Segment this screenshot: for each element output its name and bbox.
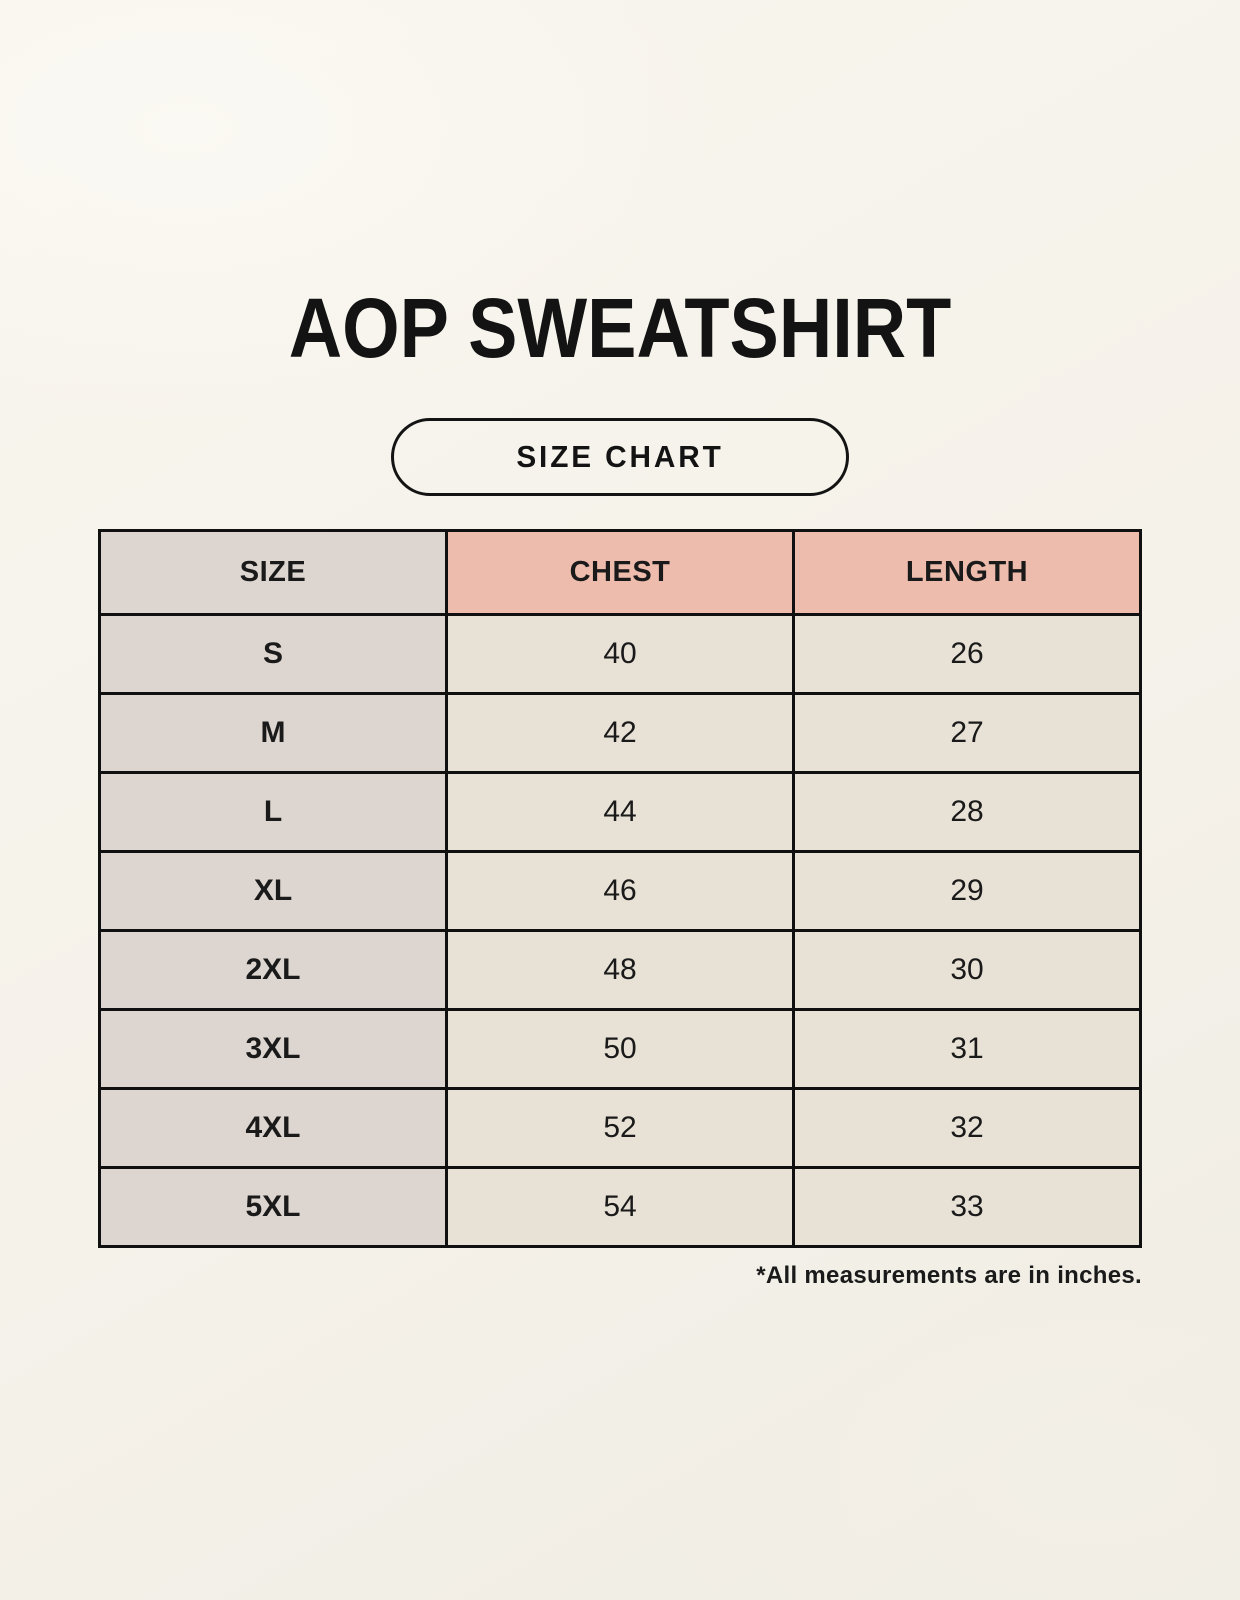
column-header-chest: CHEST [445, 529, 795, 616]
chest-value-cell: 54 [445, 1166, 795, 1248]
size-label-cell: 5XL [98, 1166, 448, 1248]
size-table-body: S 40 26 M 42 27 L 44 28 XL 46 29 2XL 48 30 3XL 50 31 4XL 52… [98, 613, 1142, 1248]
chest-value-cell: 48 [445, 929, 795, 1011]
table-row: 3XL 50 31 [98, 1008, 1142, 1090]
table-row: M 42 27 [98, 692, 1142, 774]
size-table-container: SIZE CHEST LENGTH S 40 26 M 42 27 L 44 28 XL 46 29 2… [98, 529, 1142, 1290]
table-row: 4XL 52 32 [98, 1087, 1142, 1169]
length-value-cell: 26 [792, 613, 1142, 695]
size-label-cell: 3XL [98, 1008, 448, 1090]
length-value-cell: 27 [792, 692, 1142, 774]
page-title: AOP SWEATSHIRT [288, 281, 952, 375]
size-chart-badge-label: SIZE CHART [516, 439, 724, 474]
size-chart-badge: SIZE CHART [391, 418, 849, 496]
size-table: SIZE CHEST LENGTH S 40 26 M 42 27 L 44 28 XL 46 29 2… [98, 529, 1142, 1248]
length-value-cell: 29 [792, 850, 1142, 932]
length-value-cell: 31 [792, 1008, 1142, 1090]
chest-value-cell: 42 [445, 692, 795, 774]
chest-value-cell: 40 [445, 613, 795, 695]
size-label-cell: L [98, 771, 448, 853]
size-label-cell: XL [98, 850, 448, 932]
chest-value-cell: 46 [445, 850, 795, 932]
size-label-cell: S [98, 613, 448, 695]
measurements-footnote: *All measurements are in inches. [756, 1262, 1142, 1289]
size-label-cell: 4XL [98, 1087, 448, 1169]
length-value-cell: 30 [792, 929, 1142, 1011]
size-table-head: SIZE CHEST LENGTH [98, 529, 1142, 616]
size-label-cell: M [98, 692, 448, 774]
column-header-size: SIZE [98, 529, 448, 616]
length-value-cell: 28 [792, 771, 1142, 853]
size-label-cell: 2XL [98, 929, 448, 1011]
header-row: SIZE CHEST LENGTH [98, 529, 1142, 616]
chest-value-cell: 50 [445, 1008, 795, 1090]
table-row: 5XL 54 33 [98, 1166, 1142, 1248]
table-row: 2XL 48 30 [98, 929, 1142, 1011]
chest-value-cell: 44 [445, 771, 795, 853]
length-value-cell: 32 [792, 1087, 1142, 1169]
table-row: L 44 28 [98, 771, 1142, 853]
table-row: S 40 26 [98, 613, 1142, 695]
column-header-length: LENGTH [792, 529, 1142, 616]
chest-value-cell: 52 [445, 1087, 795, 1169]
length-value-cell: 33 [792, 1166, 1142, 1248]
size-chart-badge-row: SIZE CHART [0, 418, 1240, 496]
table-row: XL 46 29 [98, 850, 1142, 932]
